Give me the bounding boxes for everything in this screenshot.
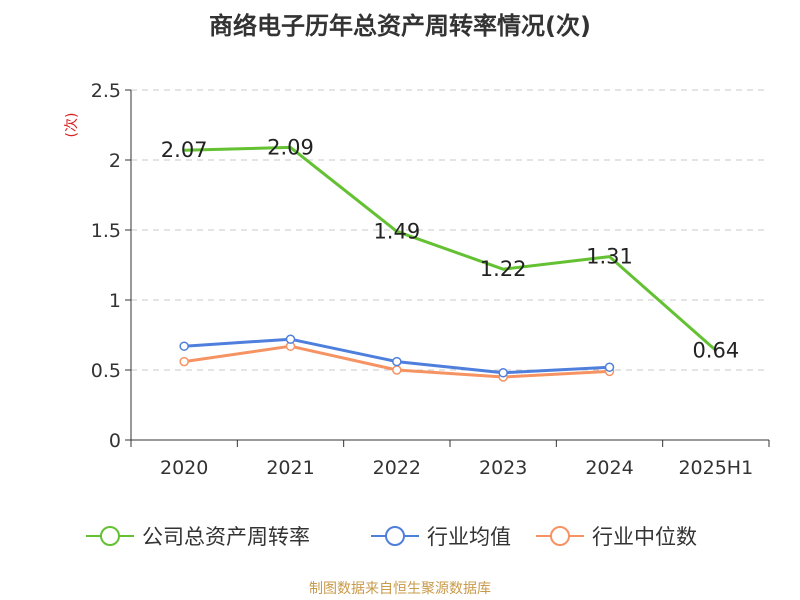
data-label: 0.64	[692, 338, 739, 362]
y-tick-label: 2.5	[91, 80, 121, 102]
data-label: 1.22	[480, 257, 527, 281]
x-tick-label: 2025H1	[678, 457, 753, 479]
y-tick-label: 0	[109, 430, 121, 452]
data-point[interactable]	[604, 362, 615, 372]
data-label: 1.49	[373, 219, 420, 243]
data-point[interactable]	[179, 356, 189, 367]
data-point[interactable]	[392, 365, 402, 375]
legend-item-company[interactable]: 公司总资产周转率	[86, 518, 310, 554]
y-axis-label: (次)	[64, 113, 80, 138]
legend-item-industry-median[interactable]: 行业中位数	[536, 518, 697, 554]
y-tick-label: 2	[109, 150, 121, 172]
source-note: 制图数据来自恒生聚源数据库	[309, 581, 491, 597]
legend-circle	[550, 526, 570, 546]
legend-circle	[385, 526, 405, 546]
legend-line-marker-icon	[86, 526, 134, 546]
data-point[interactable]	[179, 341, 189, 351]
legend-label-industry-mean: 行业均值	[427, 525, 511, 549]
chart-title: 商络电子历年总资产周转率情况(次)	[209, 12, 591, 40]
data-label: 2.09	[267, 135, 314, 159]
series-line-0	[184, 145, 717, 352]
legend-label-industry-median: 行业中位数	[592, 525, 697, 549]
y-tick-label: 1	[109, 290, 121, 312]
legend: 公司总资产周转率 行业均值 行业中位数	[0, 518, 800, 554]
y-tick-label: 1.5	[91, 220, 121, 242]
legend-circle	[100, 526, 120, 546]
x-tick-label: 2024	[585, 457, 633, 479]
y-tick-label: 0.5	[91, 360, 121, 382]
legend-line-marker-icon	[536, 526, 584, 546]
data-point[interactable]	[285, 334, 296, 344]
data-point[interactable]	[498, 368, 508, 378]
legend-line-marker-icon	[371, 526, 419, 546]
x-tick-label: 2020	[160, 457, 208, 479]
legend-item-industry-mean[interactable]: 行业均值	[371, 518, 511, 554]
data-point[interactable]	[392, 356, 402, 367]
x-tick-label: 2021	[266, 457, 314, 479]
data-label: 2.07	[161, 138, 208, 162]
x-tick-label: 2023	[479, 457, 527, 479]
x-tick-label: 2022	[373, 457, 421, 479]
data-label: 1.31	[586, 245, 633, 269]
legend-label-company: 公司总资产周转率	[142, 525, 310, 549]
